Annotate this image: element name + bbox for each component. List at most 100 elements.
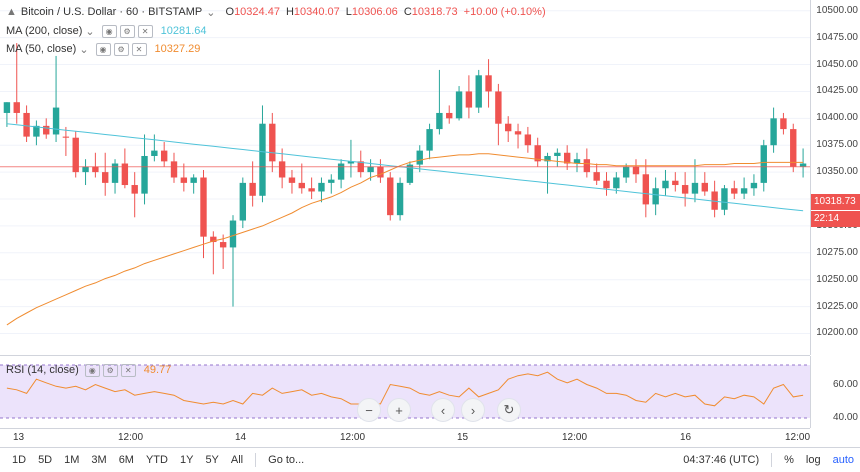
- range-all[interactable]: All: [230, 454, 244, 466]
- candle: [701, 172, 708, 196]
- eye-icon[interactable]: ◉: [84, 363, 100, 377]
- candle: [23, 105, 30, 142]
- candle-body: [259, 123, 266, 196]
- close-icon[interactable]: ✕: [131, 42, 147, 56]
- utc-clock[interactable]: 04:37:46 (UTC): [683, 454, 760, 466]
- candle-body: [416, 150, 423, 165]
- candle: [799, 148, 807, 178]
- auto-toggle[interactable]: auto: [832, 454, 854, 466]
- candle: [111, 159, 119, 194]
- candle: [740, 177, 748, 200]
- rsi-axis[interactable]: 60.00 40.00: [810, 356, 860, 428]
- close-icon[interactable]: ✕: [137, 24, 153, 38]
- candle-body: [593, 172, 600, 181]
- chevron-down-icon[interactable]: ⌄: [206, 6, 216, 19]
- candle-body: [799, 163, 807, 167]
- candle-body: [583, 159, 591, 173]
- range-5d[interactable]: 5D: [38, 454, 53, 466]
- candle-body: [318, 182, 325, 192]
- ma50-line: [6, 153, 804, 326]
- candle: [62, 126, 70, 156]
- high-value: 10340.07: [293, 6, 340, 18]
- candle: [563, 145, 571, 170]
- candle-body: [446, 112, 453, 119]
- candle: [573, 152, 581, 173]
- candle-body: [33, 125, 40, 137]
- interval-label[interactable]: 60: [126, 6, 139, 18]
- range-1d[interactable]: 1D: [12, 454, 27, 466]
- range-1m[interactable]: 1M: [64, 454, 80, 466]
- settings-icon[interactable]: ⚙: [102, 363, 118, 377]
- range-6m[interactable]: 6M: [118, 454, 134, 466]
- candle: [416, 145, 423, 173]
- candle: [681, 172, 689, 207]
- ma50-value: 10327.29: [154, 43, 201, 55]
- candle: [387, 172, 394, 221]
- exchange-label[interactable]: BITSTAMP: [148, 6, 203, 18]
- divider: [771, 453, 773, 467]
- candle-body: [691, 182, 699, 194]
- candle-body: [514, 131, 522, 135]
- eye-icon[interactable]: ◉: [95, 42, 111, 56]
- candle: [141, 134, 148, 205]
- symbol-legend: ▲ Bitcoin / U.S. Dollar · 60 · BITSTAMP …: [6, 6, 546, 19]
- open-label: O: [225, 6, 235, 18]
- symbol-name[interactable]: Bitcoin / U.S. Dollar: [20, 6, 117, 18]
- candle-body: [701, 182, 708, 192]
- ma200-line: [6, 123, 804, 212]
- settings-icon[interactable]: ⚙: [119, 24, 135, 38]
- candle-body: [603, 180, 610, 189]
- price-tick: 10400.00: [816, 112, 858, 124]
- high-label: H: [285, 6, 294, 18]
- price-tick: 10200.00: [816, 327, 858, 339]
- chevron-down-icon[interactable]: ⌄: [85, 25, 95, 38]
- range-ytd[interactable]: YTD: [145, 454, 168, 466]
- goto-button[interactable]: Go to...: [268, 454, 305, 466]
- zoom-out-button[interactable]: −: [357, 398, 381, 422]
- range-3m[interactable]: 3M: [91, 454, 107, 466]
- price-axis[interactable]: 10500.00 10475.00 10450.00 10425.00 10400.00…: [810, 0, 860, 355]
- candle: [160, 142, 168, 167]
- ma200-label[interactable]: MA (200, close): [6, 25, 83, 37]
- candle: [750, 174, 758, 196]
- ma50-label[interactable]: MA (50, close): [6, 43, 77, 55]
- close-icon[interactable]: ✕: [120, 363, 136, 377]
- candle-body: [426, 129, 433, 151]
- chevron-down-icon[interactable]: ⌄: [79, 43, 89, 56]
- zoom-in-button[interactable]: +: [387, 398, 411, 422]
- candle: [288, 169, 296, 194]
- candle-body: [681, 185, 689, 194]
- price-tick: 10275.00: [816, 246, 858, 258]
- candle: [92, 152, 99, 178]
- reset-chart-button[interactable]: ↻: [497, 398, 521, 422]
- candle: [524, 126, 532, 153]
- ma50-legend: MA (50, close) ⌄ ◉ ⚙ ✕ 10327.29: [0, 40, 200, 58]
- candle-body: [92, 166, 99, 173]
- candle-body: [200, 177, 207, 237]
- rsi-line: [6, 371, 804, 407]
- candle-body: [298, 182, 305, 189]
- low-value: 10306.06: [351, 6, 398, 18]
- range-5y[interactable]: 5Y: [205, 454, 219, 466]
- bottom-toolbar: 1D 5D 1M 3M 6M YTD 1Y 5Y All Go to... 04…: [0, 447, 860, 472]
- collapse-icon[interactable]: ▲: [6, 6, 17, 18]
- time-axis[interactable]: 13 12:00 14 12:00 15 12:00 16 12:00: [0, 428, 810, 447]
- candle-body: [102, 172, 109, 183]
- settings-icon[interactable]: ⚙: [113, 42, 129, 56]
- percent-toggle[interactable]: %: [784, 454, 794, 466]
- range-1y[interactable]: 1Y: [179, 454, 194, 466]
- candle: [102, 152, 109, 196]
- candle-body: [711, 191, 718, 210]
- scroll-left-button[interactable]: ‹: [431, 398, 455, 422]
- candle: [210, 231, 217, 275]
- rsi-tick-60: 60.00: [832, 379, 858, 390]
- candle-body: [278, 161, 286, 178]
- price-tick: 10250.00: [816, 273, 858, 285]
- candle: [721, 185, 728, 216]
- time-tick: 14: [235, 432, 247, 443]
- time-tick: 15: [457, 432, 469, 443]
- log-toggle[interactable]: log: [805, 454, 821, 466]
- eye-icon[interactable]: ◉: [101, 24, 117, 38]
- rsi-label[interactable]: RSI (14, close): [6, 364, 79, 376]
- scroll-right-button[interactable]: ›: [461, 398, 485, 422]
